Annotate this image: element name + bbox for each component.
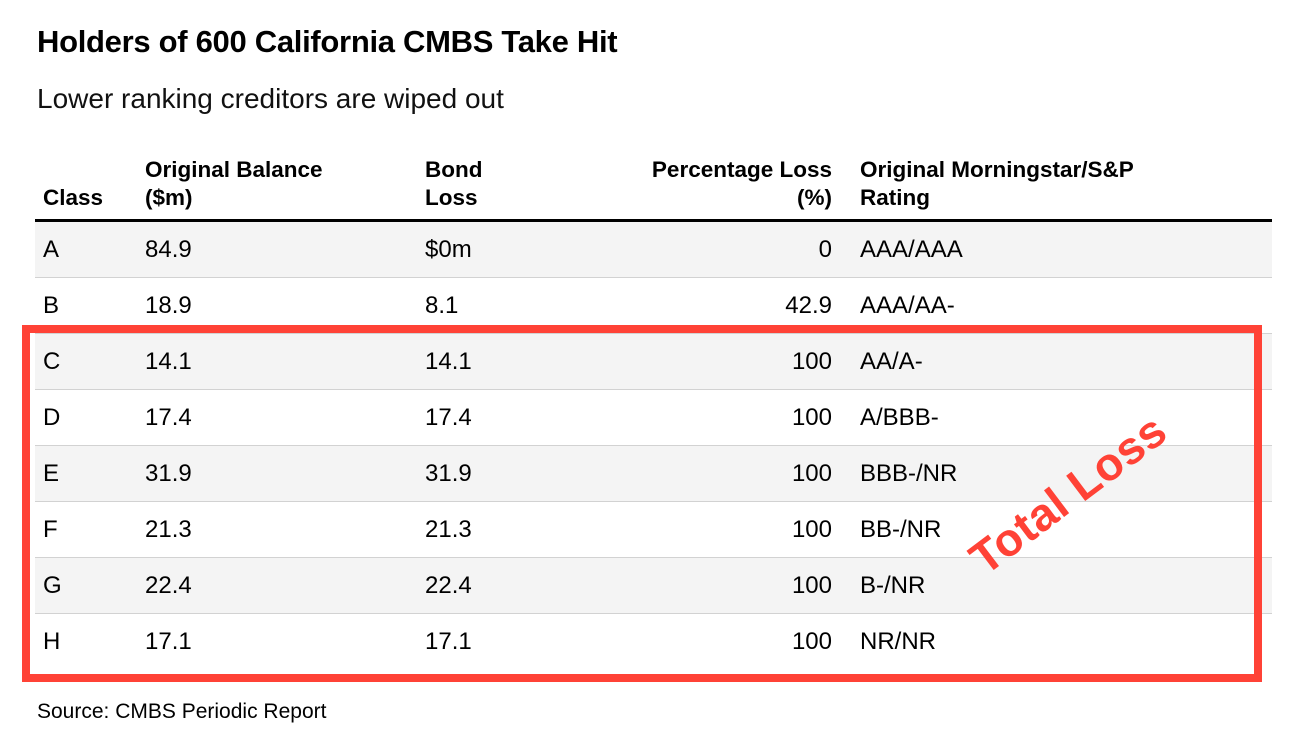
cell-bond-loss: 17.1 — [425, 627, 472, 655]
header-cell-percentage-loss: Percentage Loss (%) — [610, 156, 832, 212]
source-note: Source: CMBS Periodic Report — [37, 700, 327, 723]
cell-class: C — [43, 347, 61, 375]
cell-class: E — [43, 459, 60, 487]
header-class-line2: Class — [43, 184, 104, 210]
header-rating-line2: Rating — [860, 184, 930, 210]
table-row: H 17.1 17.1 100 NR/NR — [35, 613, 1272, 669]
cell-class: F — [43, 515, 58, 543]
table-row: F 21.3 21.3 100 BB-/NR — [35, 501, 1272, 557]
header-original-balance-line1: Original Balance — [145, 156, 323, 182]
header-original-balance-line2: ($m) — [145, 184, 193, 210]
table-row: E 31.9 31.9 100 BBB-/NR — [35, 445, 1272, 501]
cell-class: D — [43, 403, 61, 431]
table-row: A 84.9 $0m 0 AAA/AAA — [35, 222, 1272, 277]
page-title: Holders of 600 California CMBS Take Hit — [37, 24, 618, 59]
cell-rating: NR/NR — [860, 627, 936, 655]
cell-percentage-loss: 100 — [791, 347, 832, 375]
cell-class: H — [43, 627, 61, 655]
header-bond-loss-line2: Loss — [425, 184, 478, 210]
cell-original-balance: 18.9 — [145, 291, 192, 319]
cell-percentage-loss: 100 — [791, 403, 832, 431]
cell-original-balance: 22.4 — [145, 571, 192, 599]
cmbs-loss-table: Class Original Balance ($m) Bond Loss Pe… — [35, 146, 1272, 669]
cell-original-balance: 31.9 — [145, 459, 192, 487]
header-cell-bond-loss: Bond Loss — [425, 156, 610, 212]
cell-percentage-loss: 100 — [791, 515, 832, 543]
cell-bond-loss: 31.9 — [425, 459, 472, 487]
cell-percentage-loss: 42.9 — [785, 291, 832, 319]
cell-original-balance: 84.9 — [145, 235, 192, 263]
cell-class: B — [43, 291, 60, 319]
table-row: B 18.9 8.1 42.9 AAA/AA- — [35, 277, 1272, 333]
cell-bond-loss: 14.1 — [425, 347, 472, 375]
header-bond-loss-line1: Bond — [425, 156, 483, 182]
header-rating-line1: Original Morningstar/S&P — [860, 156, 1134, 182]
cell-percentage-loss: 100 — [791, 459, 832, 487]
cell-rating: AAA/AA- — [860, 291, 955, 319]
header-cell-rating: Original Morningstar/S&P Rating — [832, 156, 1272, 212]
cell-rating: BBB-/NR — [860, 459, 958, 487]
header-cell-original-balance: Original Balance ($m) — [145, 156, 425, 212]
cell-original-balance: 14.1 — [145, 347, 192, 375]
cell-percentage-loss: 100 — [791, 627, 832, 655]
cell-original-balance: 17.4 — [145, 403, 192, 431]
cell-rating: B-/NR — [860, 571, 926, 599]
table-header-row: Class Original Balance ($m) Bond Loss Pe… — [35, 146, 1272, 222]
cell-bond-loss: 17.4 — [425, 403, 472, 431]
cell-percentage-loss: 0 — [818, 235, 832, 263]
cell-rating: AA/A- — [860, 347, 923, 375]
cell-rating: A/BBB- — [860, 403, 939, 431]
cell-original-balance: 17.1 — [145, 627, 192, 655]
table-row: C 14.1 14.1 100 AA/A- — [35, 333, 1272, 389]
table-row: D 17.4 17.4 100 A/BBB- — [35, 389, 1272, 445]
cell-bond-loss: 21.3 — [425, 515, 472, 543]
page-subtitle: Lower ranking creditors are wiped out — [37, 83, 504, 114]
cell-bond-loss: $0m — [425, 235, 472, 263]
cell-rating: AAA/AAA — [860, 235, 963, 263]
table-row: G 22.4 22.4 100 B-/NR — [35, 557, 1272, 613]
cell-bond-loss: 8.1 — [425, 291, 459, 319]
cell-percentage-loss: 100 — [791, 571, 832, 599]
header-cell-class: Class — [35, 184, 145, 212]
cell-rating: BB-/NR — [860, 515, 942, 543]
header-percentage-loss-line1: Percentage Loss — [651, 156, 832, 182]
cell-bond-loss: 22.4 — [425, 571, 472, 599]
cell-class: G — [43, 571, 62, 599]
cell-original-balance: 21.3 — [145, 515, 192, 543]
header-percentage-loss-line2: (%) — [797, 184, 832, 210]
cell-class: A — [43, 235, 60, 263]
